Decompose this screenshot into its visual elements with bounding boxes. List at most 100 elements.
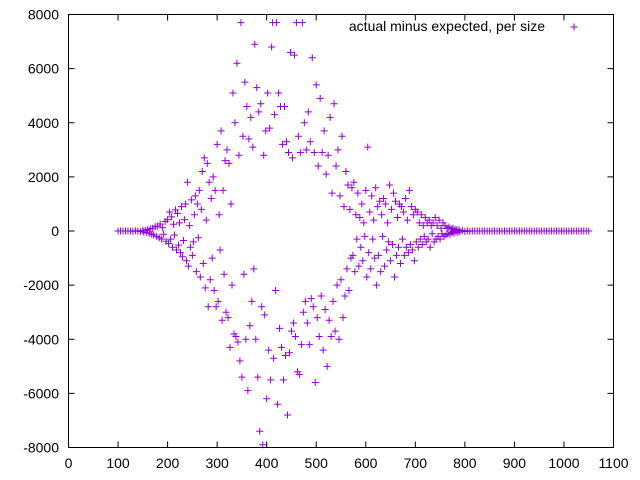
data-point: [585, 227, 593, 235]
data-point: [202, 216, 210, 224]
data-point: [326, 113, 334, 121]
data-point: [231, 119, 239, 127]
data-point: [400, 251, 408, 259]
data-point: [203, 159, 211, 167]
data-point: [283, 411, 291, 419]
data-point: [264, 89, 272, 97]
data-point: [324, 151, 332, 159]
data-point: [414, 243, 422, 251]
data-point: [282, 351, 290, 359]
data-point: [222, 308, 230, 316]
data-point: [376, 197, 384, 205]
data-point: [362, 186, 370, 194]
data-point: [398, 235, 406, 243]
y-tick-label: 4000: [28, 115, 59, 131]
data-point: [219, 186, 227, 194]
data-point: [387, 257, 395, 265]
data-point: [192, 268, 200, 276]
data-point: [305, 341, 313, 349]
data-point: [150, 231, 158, 239]
data-point: [393, 213, 401, 221]
data-point: [406, 241, 414, 249]
data-point: [435, 216, 443, 224]
data-point: [336, 192, 344, 200]
data-point: [283, 138, 290, 146]
data-point: [298, 19, 306, 27]
data-point: [196, 273, 204, 281]
data-point: [185, 222, 193, 230]
data-point: [284, 149, 292, 157]
data-point: [285, 349, 293, 357]
data-point: [216, 246, 224, 254]
data-point: [325, 316, 333, 324]
data-point: [164, 216, 172, 224]
data-point: [337, 276, 345, 284]
data-point: [232, 333, 240, 341]
data-point: [407, 203, 415, 211]
data-point: [365, 249, 373, 257]
data-point: [229, 89, 237, 97]
data-point: [207, 195, 215, 203]
data-point: [410, 257, 418, 265]
data-point: [199, 259, 207, 267]
data-point: [267, 376, 275, 384]
data-point: [331, 327, 339, 335]
data-point: [429, 219, 437, 227]
data-point: [329, 297, 337, 305]
data-point: [172, 206, 180, 214]
data-point: [213, 140, 221, 148]
data-point: [385, 238, 393, 246]
y-tick-label: -2000: [23, 277, 59, 293]
data-point: [316, 94, 324, 102]
x-tick-label: 900: [503, 455, 527, 471]
data-point: [273, 19, 281, 27]
data-point: [353, 235, 361, 243]
data-point: [342, 167, 350, 175]
data-point: [343, 265, 351, 273]
data-point: [158, 235, 166, 243]
data-point: [352, 211, 360, 219]
x-tick-labels: 0 100 200 300 400 500 600 700 800 900 1000 1100: [65, 455, 629, 471]
data-point: [174, 209, 181, 217]
data-point: [428, 230, 436, 238]
data-point: [278, 343, 286, 351]
data-point: [287, 327, 295, 335]
y-tick-label: -4000: [23, 331, 59, 347]
data-point: [308, 54, 316, 62]
data-point: [356, 213, 364, 221]
data-point: [368, 192, 376, 200]
data-point: [220, 270, 228, 278]
data-point: [322, 170, 330, 178]
data-point: [209, 173, 217, 181]
data-point: [210, 287, 218, 295]
data-point: [310, 149, 318, 157]
data-point: [180, 216, 188, 224]
data-point: [374, 203, 382, 211]
data-point: [318, 149, 326, 157]
data-point: [431, 213, 439, 221]
data-point: [240, 270, 248, 278]
data-point: [214, 297, 222, 305]
data-point: [168, 213, 176, 221]
data-point: [160, 230, 168, 238]
data-point: [386, 181, 394, 189]
y-tick-label: 6000: [28, 61, 59, 77]
data-point: [174, 241, 182, 249]
data-point: [256, 427, 264, 435]
data-point: [201, 284, 209, 292]
data-point: [330, 100, 338, 108]
data-point: [235, 151, 243, 159]
data-point: [379, 232, 387, 240]
data-point: [354, 189, 362, 197]
data-point: [208, 254, 216, 262]
y-tick-label: 0: [51, 223, 59, 239]
data-point: [182, 257, 190, 265]
data-point: [173, 246, 181, 254]
data-point: [421, 213, 429, 221]
data-point: [371, 254, 379, 262]
data-point: [206, 276, 214, 284]
data-point: [169, 243, 177, 251]
data-point: [413, 208, 421, 216]
data-point: [420, 232, 428, 240]
data-point: [361, 232, 369, 240]
